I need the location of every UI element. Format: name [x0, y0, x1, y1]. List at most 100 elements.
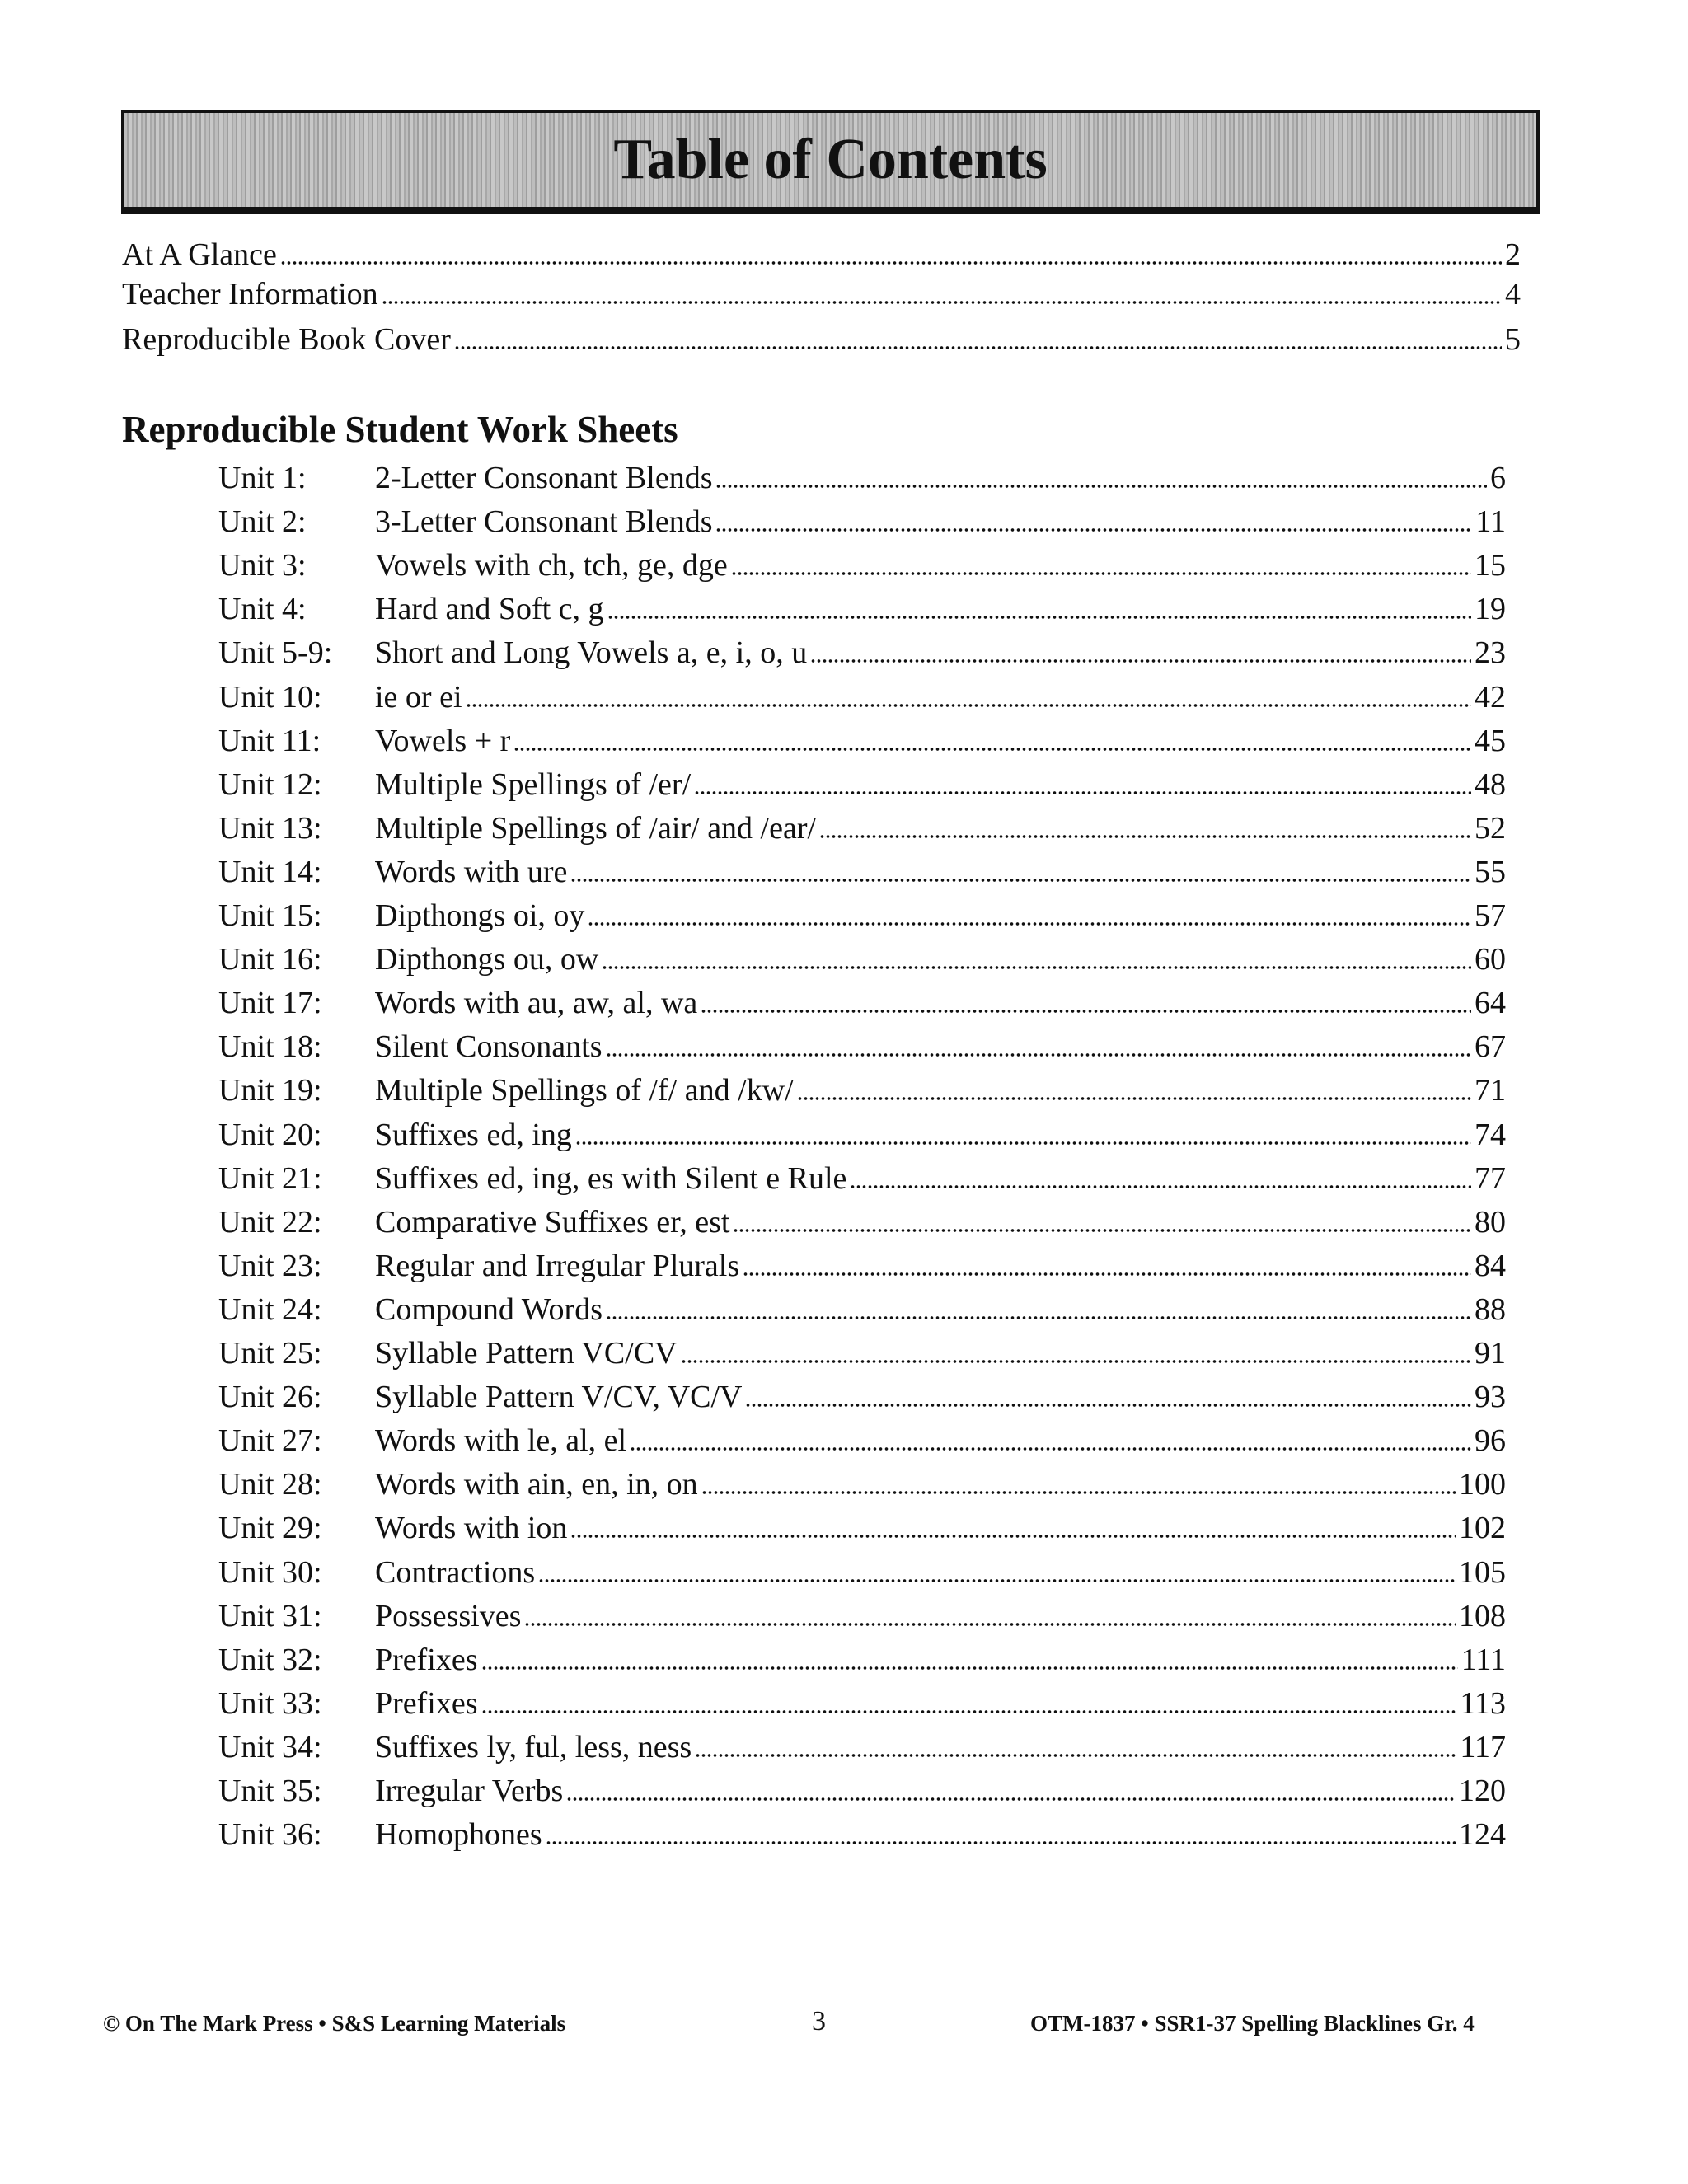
unit-page: 91	[1475, 1336, 1506, 1371]
dot-leader	[481, 1708, 1457, 1714]
unit-title: Dipthongs ou, ow	[375, 942, 599, 977]
toc-entry[interactable]: Reproducible Book Cover 5	[122, 320, 1521, 359]
footer-book-code: OTM-1837 • SSR1-37 Spelling Blacklines G…	[1030, 2011, 1475, 2036]
unit-page: 124	[1459, 1817, 1506, 1853]
dot-leader	[574, 1140, 1471, 1146]
unit-title: Words with au, aw, al, wa	[375, 986, 698, 1021]
unit-title: Compound Words	[375, 1291, 603, 1327]
entry-title: At A Glance	[122, 237, 277, 272]
toc-unit-entry[interactable]: Unit 5-9: Short and Long Vowels a, e, i, …	[218, 633, 1506, 673]
toc-unit-entry[interactable]: Unit 36: Homophones 124	[218, 1815, 1506, 1854]
unit-label: Unit 13:	[218, 810, 322, 846]
entry-page: 4	[1505, 277, 1521, 312]
unit-title: 2-Letter Consonant Blends	[375, 461, 713, 495]
unit-label: Unit 15:	[218, 898, 322, 933]
unit-page: 84	[1475, 1248, 1506, 1283]
entry-title: Reproducible Book Cover	[122, 322, 451, 357]
dot-leader	[588, 921, 1471, 926]
toc-unit-entry[interactable]: Unit 24: Compound Words 88	[218, 1290, 1506, 1329]
unit-page: 57	[1475, 898, 1506, 933]
unit-title: ie or ei	[375, 679, 462, 715]
dot-leader	[745, 1403, 1471, 1408]
toc-unit-entry[interactable]: Unit 10: ie or ei 42	[218, 677, 1506, 717]
unit-title: Contractions	[375, 1554, 536, 1590]
unit-page: 67	[1475, 1029, 1506, 1065]
toc-entry[interactable]: Teacher Information 4	[122, 274, 1521, 314]
unit-title: Words with le, al, el	[375, 1423, 627, 1459]
unit-title: Dipthongs oi, oy	[375, 898, 585, 933]
toc-unit-entry[interactable]: Unit 19: Multiple Spellings of /f/ and /k…	[218, 1071, 1506, 1110]
unit-page: 93	[1475, 1380, 1506, 1415]
unit-label: Unit 23:	[218, 1248, 322, 1283]
toc-unit-entry[interactable]: Unit 11: Vowels + r 45	[218, 721, 1506, 761]
unit-label: Unit 29:	[218, 1511, 322, 1546]
unit-label: Unit 24:	[218, 1291, 322, 1327]
toc-unit-entry[interactable]: Unit 34: Suffixes ly, ful, less, ness 117	[218, 1727, 1506, 1767]
toc-unit-entry[interactable]: Unit 22: Comparative Suffixes er, est 80	[218, 1202, 1506, 1242]
toc-unit-entry[interactable]: Unit 28: Words with ain, en, in, on 100	[218, 1465, 1506, 1504]
toc-unit-entry[interactable]: Unit 18: Silent Consonants 67	[218, 1027, 1506, 1066]
toc-unit-entry[interactable]: Unit 33: Prefixes 113	[218, 1684, 1506, 1723]
unit-page: 60	[1475, 942, 1506, 977]
unit-label: Unit 3:	[218, 548, 307, 583]
unit-label: Unit 25:	[218, 1336, 322, 1371]
dot-leader	[381, 300, 1502, 305]
unit-title: Syllable Pattern V/CV, VC/V	[375, 1380, 743, 1415]
dot-leader	[538, 1577, 1456, 1583]
toc-unit-entry[interactable]: Unit 1: 2-Letter Consonant Blends 6	[218, 458, 1506, 498]
unit-label: Unit 30:	[218, 1554, 322, 1590]
dot-leader	[279, 260, 1502, 265]
toc-unit-entry[interactable]: Unit 25: Syllable Pattern VC/CV 91	[218, 1333, 1506, 1373]
unit-title: Vowels + r	[375, 723, 511, 758]
unit-title: Suffixes ly, ful, less, ness	[375, 1729, 692, 1765]
toc-unit-entry[interactable]: Unit 31: Possessives 108	[218, 1596, 1506, 1636]
toc-unit-entry[interactable]: Unit 14: Words with ure 55	[218, 852, 1506, 892]
unit-label: Unit 1:	[218, 461, 307, 495]
unit-title: Regular and Irregular Plurals	[375, 1248, 740, 1283]
unit-page: 15	[1475, 548, 1506, 583]
toc-unit-entry[interactable]: Unit 23: Regular and Irregular Plurals 84	[218, 1246, 1506, 1286]
entry-page: 5	[1505, 322, 1521, 357]
toc-unit-entry[interactable]: Unit 20: Suffixes ed, ing 74	[218, 1115, 1506, 1155]
unit-label: Unit 18:	[218, 1029, 322, 1065]
unit-label: Unit 31:	[218, 1598, 322, 1633]
unit-page: 45	[1475, 723, 1506, 758]
unit-page: 48	[1475, 766, 1506, 802]
toc-unit-entry[interactable]: Unit 35: Irregular Verbs 120	[218, 1771, 1506, 1811]
page-title: Table of Contents	[613, 128, 1048, 191]
toc-unit-entry[interactable]: Unit 16: Dipthongs ou, ow 60	[218, 940, 1506, 979]
toc-unit-entry[interactable]: Unit 15: Dipthongs oi, oy 57	[218, 896, 1506, 935]
toc-unit-entry[interactable]: Unit 27: Words with le, al, el 96	[218, 1421, 1506, 1460]
toc-unit-entry[interactable]: Unit 29: Words with ion 102	[218, 1508, 1506, 1548]
unit-label: Unit 20:	[218, 1117, 322, 1152]
unit-page: 113	[1460, 1685, 1506, 1721]
dot-leader	[743, 1271, 1471, 1277]
toc-unit-entry[interactable]: Unit 13: Multiple Spellings of /air/ and …	[218, 808, 1506, 848]
dot-leader	[694, 790, 1471, 795]
unit-label: Unit 17:	[218, 986, 322, 1021]
toc-unit-entry[interactable]: Unit 3: Vowels with ch, tch, ge, dge 15	[218, 546, 1506, 585]
dot-leader	[481, 1665, 1458, 1671]
unit-label: Unit 26:	[218, 1380, 322, 1415]
dot-leader	[796, 1096, 1471, 1102]
unit-title: Short and Long Vowels a, e, i, o, u	[375, 635, 808, 671]
unit-title: Syllable Pattern VC/CV	[375, 1336, 678, 1371]
toc-unit-entry[interactable]: Unit 21: Suffixes ed, ing, es with Silent…	[218, 1159, 1506, 1198]
dot-leader	[715, 527, 1473, 533]
toc-unit-entry[interactable]: Unit 17: Words with au, aw, al, wa 64	[218, 983, 1506, 1023]
unit-title: Suffixes ed, ing	[375, 1117, 572, 1152]
unit-title: Vowels with ch, tch, ge, dge	[375, 548, 728, 583]
toc-unit-entry[interactable]: Unit 30: Contractions 105	[218, 1553, 1506, 1592]
unit-page: 111	[1461, 1642, 1506, 1677]
dot-leader	[465, 702, 1471, 708]
unit-page: 74	[1475, 1117, 1506, 1152]
toc-unit-entry[interactable]: Unit 26: Syllable Pattern V/CV, VC/V 93	[218, 1377, 1506, 1417]
unit-label: Unit 21:	[218, 1160, 322, 1196]
toc-unit-entry[interactable]: Unit 2: 3-Letter Consonant Blends 11	[218, 502, 1506, 541]
unit-title: Multiple Spellings of /er/	[375, 766, 692, 802]
toc-unit-entry[interactable]: Unit 12: Multiple Spellings of /er/48	[218, 765, 1506, 804]
toc-entry[interactable]: At A Glance 2	[122, 235, 1521, 274]
toc-unit-entry[interactable]: Unit 32: Prefixes 111	[218, 1640, 1506, 1680]
unit-title: Suffixes ed, ing, es with Silent e Rule	[375, 1160, 847, 1196]
toc-unit-entry[interactable]: Unit 4: Hard and Soft c, g 19	[218, 589, 1506, 629]
